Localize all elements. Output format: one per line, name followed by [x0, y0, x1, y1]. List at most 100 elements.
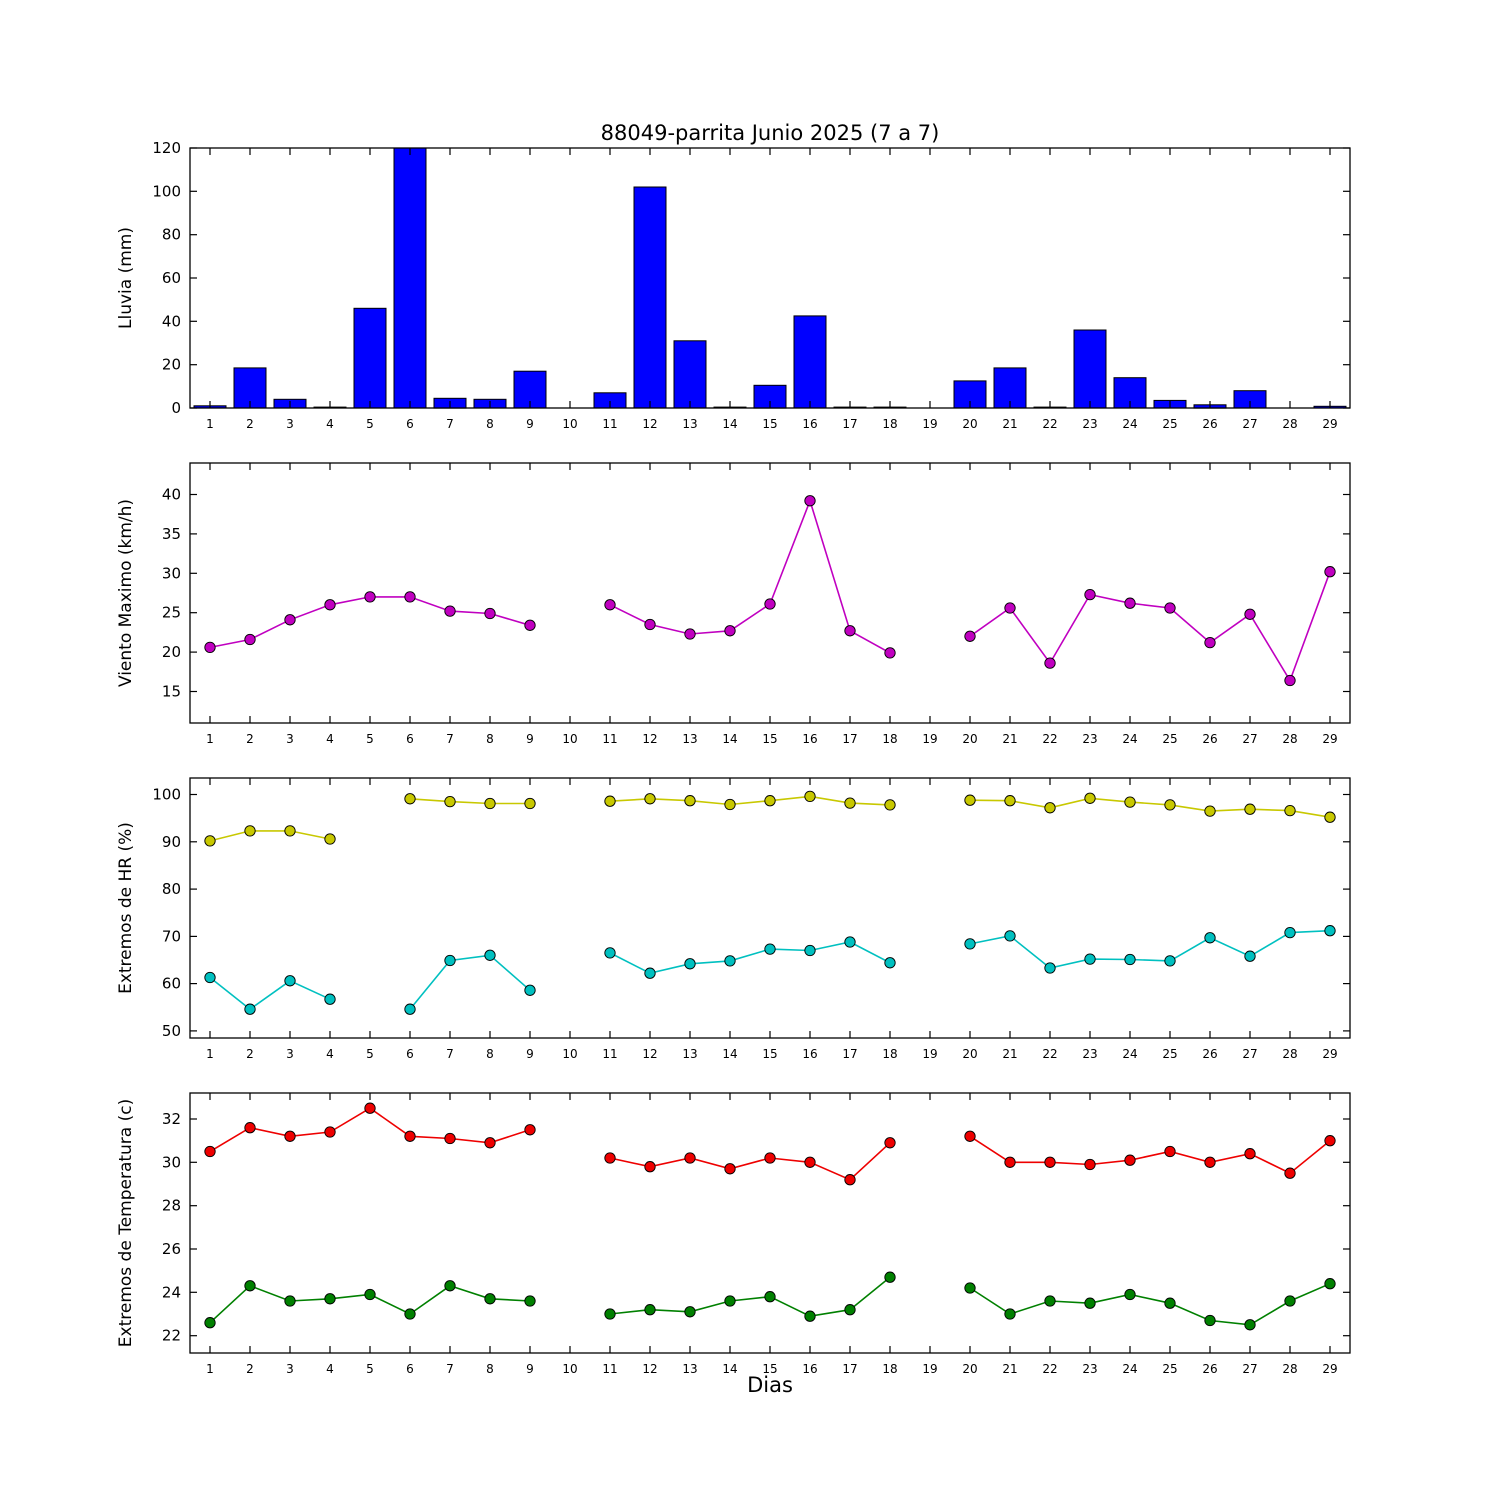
- temperatura-maxima-marker-day-23: [1084, 1158, 1096, 1171]
- hr-maxima-marker-day-12: [644, 793, 656, 805]
- temperatura-minima-marker-day-1: [204, 1317, 216, 1329]
- hr-minima-marker-day-18: [884, 957, 896, 969]
- viento-maximo-marker-day-22: [1044, 657, 1056, 669]
- viento-maximo-marker-day-20: [964, 630, 976, 642]
- viento-ytick-label: 15: [162, 683, 181, 701]
- temperatura-ytick-label: 24: [162, 1283, 181, 1301]
- hr-maxima-marker-day-14: [724, 798, 736, 811]
- temperatura-xtick-label: 29: [1322, 1362, 1337, 1376]
- temperatura-maxima-marker-day-28: [1284, 1167, 1296, 1179]
- viento-maximo-marker-day-26: [1204, 636, 1216, 649]
- viento-xtick-label: 29: [1322, 732, 1337, 746]
- hr-xtick-label: 26: [1202, 1047, 1217, 1061]
- viento-maximo-marker-day-15: [764, 598, 776, 610]
- hr-ytick-label: 60: [162, 975, 181, 993]
- temperatura-minima-marker-day-21: [1004, 1308, 1016, 1320]
- hr-maxima-marker-day-6: [404, 793, 416, 805]
- temperatura-ytick-label: 30: [162, 1153, 181, 1171]
- viento-maximo-marker-day-18: [884, 647, 896, 659]
- temperatura-plot-area: [190, 1093, 1350, 1353]
- temperatura-xtick-label: 11: [602, 1362, 617, 1376]
- temperatura-xtick-label: 9: [526, 1362, 534, 1376]
- viento-maximo-line: [609, 498, 891, 654]
- hr-maxima-marker-day-1: [204, 835, 216, 847]
- hr-minima-marker-day-6: [404, 1003, 416, 1015]
- temperatura-minima-marker-day-9: [524, 1295, 536, 1307]
- hr-xtick-label: 3: [286, 1047, 294, 1061]
- viento-xtick-label: 11: [602, 732, 617, 746]
- lluvia-xtick-label: 3: [286, 417, 294, 431]
- lluvia-xtick-label: 28: [1282, 417, 1297, 431]
- lluvia-xtick-label: 22: [1042, 417, 1057, 431]
- bar-day-16: [793, 315, 827, 409]
- hr-xtick-label: 18: [882, 1047, 897, 1061]
- lluvia-xtick-label: 2: [246, 417, 254, 431]
- viento-maximo-marker-day-8: [484, 607, 496, 620]
- temperatura-maxima-marker-day-26: [1204, 1156, 1216, 1168]
- lluvia-xtick-label: 8: [486, 417, 494, 431]
- temperatura-maxima-marker-day-11: [604, 1152, 616, 1164]
- temperatura-minima-marker-day-24: [1124, 1288, 1136, 1301]
- temperatura-minima-marker-day-5: [364, 1288, 376, 1301]
- hr-xtick-label: 28: [1282, 1047, 1297, 1061]
- temperatura-maxima-marker-day-21: [1004, 1156, 1016, 1168]
- temperatura-xtick-label: 10: [562, 1362, 577, 1376]
- temperatura-xtick-label: 21: [1002, 1362, 1017, 1376]
- hr-maxima-marker-day-29: [1324, 811, 1336, 823]
- temperatura-minima-marker-day-8: [484, 1293, 496, 1305]
- viento-xtick-label: 3: [286, 732, 294, 746]
- lluvia-xtick-label: 25: [1162, 417, 1177, 431]
- ylabel-humidity: Extremos de HR (%): [116, 822, 136, 994]
- temperatura-minima-series: [204, 1271, 1336, 1331]
- temperatura-maxima-marker-day-29: [1324, 1135, 1336, 1147]
- lluvia-xtick-label: 20: [962, 417, 977, 431]
- hr-minima-marker-day-24: [1124, 953, 1136, 966]
- hr-xtick-label: 12: [642, 1047, 657, 1061]
- bar-day-6: [393, 147, 427, 409]
- viento-maximo-marker-day-16: [804, 495, 816, 507]
- viento-maximo-marker-day-29: [1324, 566, 1336, 578]
- hr-maxima-series: [204, 790, 1336, 847]
- viento-xtick-label: 17: [842, 732, 857, 746]
- temperatura-ytick-label: 22: [162, 1327, 181, 1345]
- viento-maximo-marker-day-2: [244, 633, 256, 646]
- temperatura-minima-marker-day-15: [764, 1291, 776, 1303]
- hr-xtick-label: 21: [1002, 1047, 1017, 1061]
- temperatura-ytick-label: 32: [162, 1110, 181, 1128]
- hr-maxima-line: [209, 830, 331, 842]
- viento-xtick-label: 20: [962, 732, 977, 746]
- temperatura-minima-marker-day-28: [1284, 1295, 1296, 1307]
- viento-xtick-label: 12: [642, 732, 657, 746]
- temperatura-xtick-label: 7: [446, 1362, 454, 1376]
- temperatura-minima-marker-day-2: [244, 1280, 256, 1292]
- viento-xtick-label: 14: [722, 732, 737, 746]
- hr-minima-marker-day-3: [284, 975, 296, 987]
- viento-xtick-label: 16: [802, 732, 817, 746]
- hr-maxima-line: [609, 795, 891, 806]
- temperatura-maxima-marker-day-16: [804, 1156, 816, 1168]
- temperatura-maxima-marker-day-24: [1124, 1154, 1136, 1166]
- viento-xtick-label: 10: [562, 732, 577, 746]
- hr-xtick-label: 1: [206, 1047, 214, 1061]
- temperatura-xtick-label: 24: [1122, 1362, 1137, 1376]
- viento-maximo-marker-day-11: [604, 599, 616, 611]
- hr-plot-area: [190, 778, 1350, 1038]
- hr-minima-line: [209, 976, 331, 1011]
- temperatura-maxima-marker-day-20: [964, 1130, 976, 1142]
- hr-xtick-label: 16: [802, 1047, 817, 1061]
- temperatura-maxima-line: [609, 1142, 891, 1181]
- hr-ytick-label: 90: [162, 833, 181, 851]
- temperatura-xtick-label: 27: [1242, 1362, 1257, 1376]
- xaxis-label: Dias: [747, 1373, 793, 1397]
- hr-minima-marker-day-16: [804, 944, 816, 957]
- hr-xtick-label: 19: [922, 1047, 937, 1061]
- hr-xtick-label: 2: [246, 1047, 254, 1061]
- temperatura-xtick-label: 26: [1202, 1362, 1217, 1376]
- viento-ytick-label: 20: [162, 643, 181, 661]
- viento-xtick-label: 9: [526, 732, 534, 746]
- hr-ytick-label: 50: [162, 1022, 181, 1040]
